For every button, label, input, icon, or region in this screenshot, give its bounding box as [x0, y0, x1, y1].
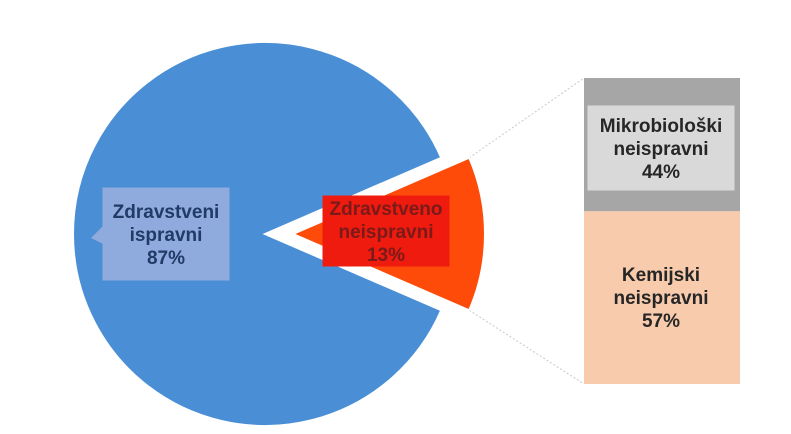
connector-line-top	[468, 77, 585, 159]
bar-segment-kemijski-neispravni-label-line: Kemijski	[622, 265, 700, 286]
connector-lines	[468, 77, 585, 385]
bar-segment-mikrobioloski-neispravni-value-label: 44%	[642, 162, 680, 183]
pie-slice-zdravstveni-ispravni-label-line: ispravni	[130, 225, 203, 246]
bar-segment-mikrobioloski-neispravni-label-box	[587, 105, 735, 191]
pie-slice-zdravstveno-neispravni-value-label: 13%	[367, 245, 405, 266]
bar-segment-kemijski-neispravni-label-pointer	[593, 289, 605, 307]
data-labels: Zdravstveniispravni87%Zdravstvenoneispra…	[91, 105, 735, 343]
bar-segment-mikrobioloski-neispravni-label-line: Mikrobiološki	[600, 116, 722, 137]
connector-line-bottom	[468, 309, 585, 385]
pie-slice-zdravstveni-ispravni-label-pointer	[91, 226, 103, 244]
bar-segment-mikrobioloski-neispravni-label-line: neispravni	[613, 139, 708, 160]
pie-slice-zdravstveno-neispravni-label-box	[322, 195, 450, 267]
bar-segment-kemijski-neispravni-label-box	[604, 251, 718, 343]
pie-slice-zdravstveni-ispravni-value-label: 87%	[147, 248, 185, 269]
bar-segment-kemijski-neispravni-value-label: 57%	[642, 311, 680, 332]
pie-slice-zdravstveni-ispravni	[72, 41, 443, 427]
bar-segment-kemijski-neispravni-label-line: neispravni	[613, 288, 708, 309]
pie-slice-zdravstveno-neispravni-label-line: neispravni	[338, 222, 433, 243]
pie-slice-zdravstveni-ispravni-label-line: Zdravstveni	[113, 202, 220, 223]
pie-slice-zdravstveno-neispravni-label-line: Zdravstveno	[330, 199, 443, 220]
